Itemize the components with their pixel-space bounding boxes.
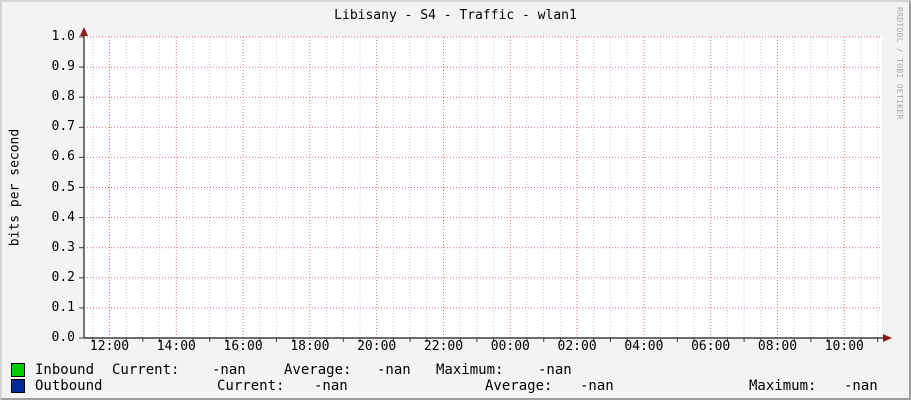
x-tick-label: 14:00 [156, 339, 196, 354]
graph-title: Libisany - S4 - Traffic - wlan1 [334, 8, 577, 23]
legend-text: -nan [314, 378, 348, 394]
legend-text: -nan [538, 362, 572, 378]
x-tick-label: 10:00 [824, 339, 864, 354]
x-tick-label: 08:00 [757, 339, 798, 354]
x-tick-label: 16:00 [223, 339, 263, 354]
y-tick-label: 1.0 [51, 29, 75, 44]
x-axis-arrow-icon [883, 334, 892, 342]
legend-text: Current: [112, 362, 180, 378]
legend-text: Maximum: [749, 378, 817, 394]
y-tick-label: 0.7 [51, 119, 75, 135]
y-tick-label: 0.5 [51, 179, 75, 195]
y-tick-label: 0.4 [51, 209, 75, 225]
x-tick-label: 02:00 [557, 339, 597, 354]
legend-text: -nan [212, 362, 246, 378]
x-tick-label: 04:00 [624, 339, 664, 354]
legend-text: -nan [844, 378, 878, 394]
x-tick-label: 22:00 [423, 339, 464, 354]
legend-text: Average: [284, 362, 352, 378]
legend-text: Average: [485, 378, 553, 394]
inbound-legend-swatch [11, 363, 25, 377]
y-axis-arrow-icon [80, 27, 88, 36]
y-tick-label: 0.2 [51, 269, 75, 285]
legend-text: -nan [580, 378, 614, 394]
y-tick-label: 0.3 [51, 239, 75, 255]
x-tick-label: 18:00 [290, 339, 330, 354]
rrdtool-watermark: RRDTOOL / TOBI OETIKER [895, 7, 904, 120]
y-tick-label: 0.8 [51, 89, 75, 105]
y-tick-label: 0.6 [51, 149, 75, 165]
y-tick-label: 0.0 [51, 330, 75, 345]
x-tick-label: 20:00 [357, 339, 397, 354]
x-tick-label: 00:00 [490, 339, 530, 354]
legend-text: Maximum: [436, 362, 504, 378]
y-tick-label: 0.1 [51, 299, 75, 315]
legend-text: Inbound [35, 362, 95, 378]
legend-text: Current: [217, 378, 285, 394]
x-tick-label: 06:00 [691, 339, 731, 354]
legend-text: Outbound [35, 378, 103, 394]
outbound-legend-swatch [11, 379, 25, 393]
legend-text: -nan [377, 362, 411, 378]
x-tick-label: 12:00 [89, 339, 130, 354]
y-tick-label: 0.9 [51, 59, 75, 75]
